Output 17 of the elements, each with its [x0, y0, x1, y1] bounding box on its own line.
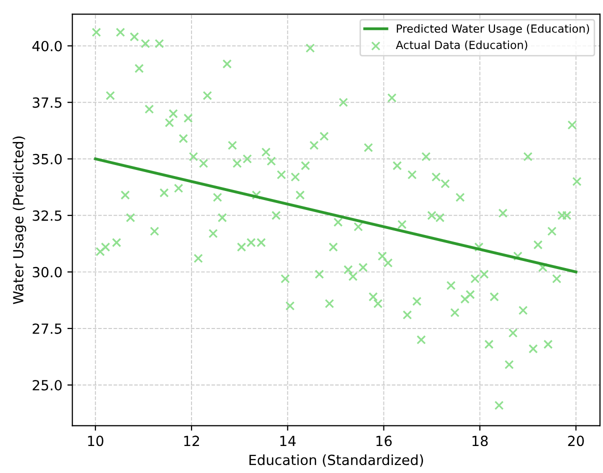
- y-tick-label: 30.0: [32, 266, 62, 278]
- legend-label: Predicted Water Usage (Education): [396, 24, 590, 35]
- x-tick-label: 20: [568, 436, 584, 446]
- x-tick-label: 14: [280, 436, 296, 446]
- legend-label: Actual Data (Education): [396, 40, 528, 50]
- x-tick-label: 12: [184, 436, 199, 446]
- y-tick-label: 25.0: [32, 380, 62, 390]
- x-axis-title: Education (Standardized): [249, 454, 424, 467]
- y-tick-label: 32.5: [32, 210, 62, 221]
- x-tick-label: 16: [376, 436, 392, 446]
- y-axis-title: Water Usage (Predicted): [12, 136, 26, 304]
- x-tick-label: 18: [472, 436, 488, 446]
- y-tick-label: 37.5: [32, 97, 62, 108]
- x-tick-label: 10: [88, 436, 104, 446]
- y-tick-label: 40.0: [32, 40, 62, 52]
- y-tick-label: 35.0: [32, 154, 62, 164]
- y-tick-label: 27.5: [32, 323, 62, 334]
